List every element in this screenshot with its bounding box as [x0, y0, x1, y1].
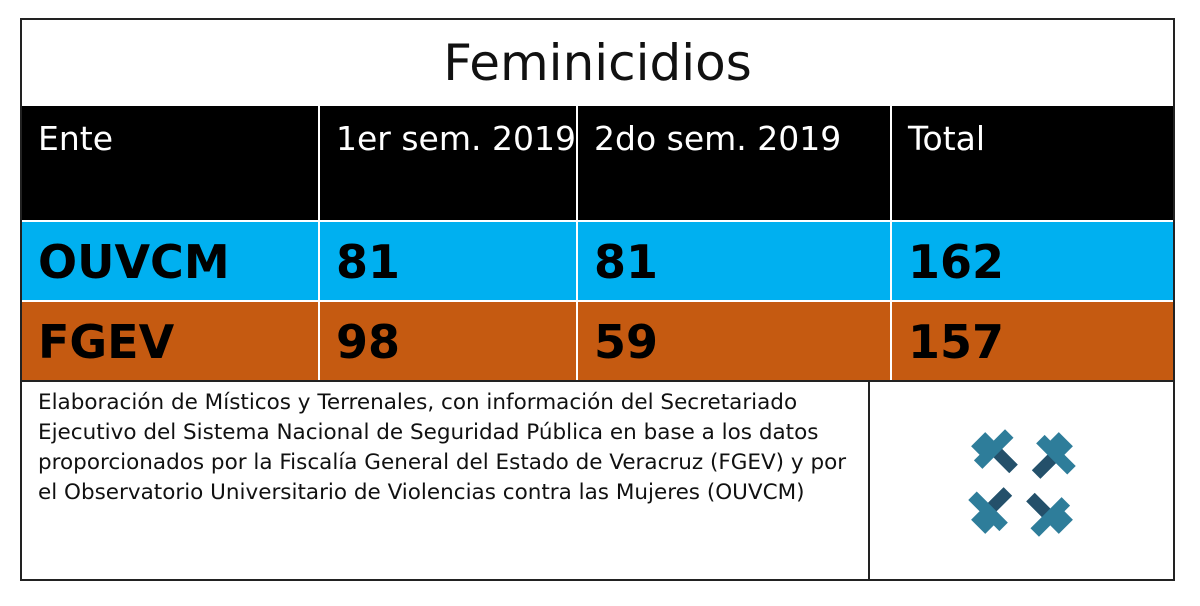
cell-2do-sem: 59 [578, 302, 892, 382]
cell-total: 157 [908, 315, 1005, 369]
mt-logo-icon [959, 425, 1084, 545]
table-title: Feminicidios [443, 34, 752, 92]
header-total: Total [908, 119, 986, 158]
cell-1er-sem: 81 [320, 222, 578, 302]
cell-total: 162 [908, 235, 1005, 289]
header-1er-sem: 1er sem. 2019 [320, 106, 578, 220]
table-frame: Feminicidios Ente 1er sem. 2019 2do sem.… [20, 18, 1175, 581]
source-note: Elaboración de Místicos y Terrenales, co… [22, 380, 870, 581]
cell-ente: FGEV [22, 302, 320, 382]
cell-2do-sem: 81 [578, 222, 892, 302]
header-ente: Ente [22, 106, 320, 220]
cell-1er-sem: 98 [320, 302, 578, 382]
table-row-fgev: FGEV 98 59 157 [22, 300, 1173, 382]
table-row-ouvcm: OUVCM 81 81 162 [22, 220, 1173, 302]
logo [870, 380, 1173, 583]
header-row: Ente 1er sem. 2019 2do sem. 2019 Total [22, 106, 1173, 220]
header-2do-sem: 2do sem. 2019 [578, 106, 892, 220]
cell-ente: OUVCM [22, 222, 320, 302]
